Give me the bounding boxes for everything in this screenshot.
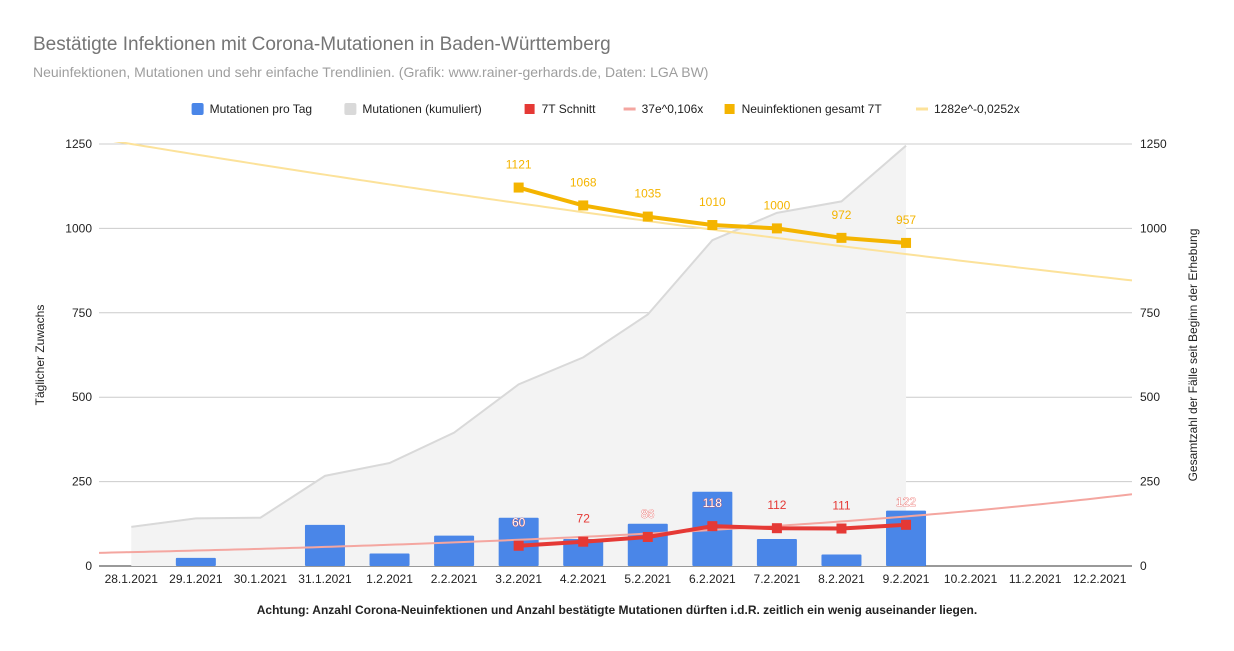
data-label: 1068 (570, 175, 597, 189)
y-tick-left: 1000 (65, 221, 92, 235)
bar (563, 538, 604, 566)
x-tick-label: 7.2.2021 (754, 572, 801, 586)
x-tick-label: 4.2.2021 (560, 572, 607, 586)
point-marker (578, 200, 589, 211)
x-tick-label: 28.1.2021 (105, 572, 159, 586)
y-tick-left: 0 (85, 559, 92, 573)
trendline-series (99, 493, 1132, 554)
data-label: 1121 (506, 158, 532, 172)
legend-swatch (344, 103, 357, 115)
data-label: 112 (767, 498, 786, 512)
area-fill (131, 145, 907, 566)
data-label: 111 (832, 499, 851, 513)
legend: Mutationen pro Tag Mutationen (kumuliert)… (191, 102, 1020, 116)
point-marker (901, 237, 912, 248)
chart-annotation: Achtung: Anzahl Corona-Neuinfektionen un… (257, 603, 977, 617)
line-series: 1121 1068 1035 1010 1000 972 957 (506, 158, 916, 248)
bar (175, 557, 216, 566)
point-marker (771, 523, 782, 534)
legend-label: Mutationen pro Tag (210, 102, 313, 116)
x-tick-label: 8.2.2021 (818, 572, 865, 586)
data-label: 86 (641, 507, 655, 521)
y-tick-right: 250 (1140, 475, 1160, 489)
point-marker (513, 182, 524, 193)
point-marker (642, 211, 653, 222)
bar (821, 554, 862, 566)
point-marker (836, 232, 847, 243)
legend-label: Neuinfektionen gesamt 7T (742, 102, 883, 116)
point-marker (707, 521, 718, 532)
x-tick-label: 29.1.2021 (169, 572, 223, 586)
data-label: 957 (896, 213, 916, 227)
legend-label: Mutationen (kumuliert) (362, 102, 481, 116)
legend-label: 37e^0,106x (642, 102, 704, 116)
point-marker (707, 220, 718, 231)
x-tick-label: 10.2.2021 (944, 572, 998, 586)
point-marker (901, 519, 912, 530)
y-tick-left: 1250 (65, 137, 92, 151)
x-tick-label: 12.2.2021 (1073, 572, 1127, 586)
bar (434, 535, 475, 566)
point-marker (642, 531, 653, 542)
trendline-series (113, 142, 1132, 282)
point-marker (836, 523, 847, 534)
legend-label: 1282e^-0,0252x (934, 102, 1020, 116)
point-marker (513, 540, 524, 551)
area-line (131, 144, 907, 528)
y-tick-left: 500 (72, 390, 92, 404)
legend-swatch (524, 104, 535, 114)
y-axis-title-right: Gesamtzahl der Fälle seit Beginn der Erh… (1186, 229, 1200, 482)
bar (369, 553, 410, 566)
trendline (99, 493, 1132, 554)
legend-swatch (191, 103, 204, 115)
legend-swatch (724, 104, 735, 114)
legend-label: 7T Schnitt (542, 102, 596, 116)
point-marker (771, 223, 782, 234)
x-tick-label: 9.2.2021 (883, 572, 930, 586)
data-label: 60 (512, 516, 526, 530)
line-series: 60 72 86 118 112 111 122 (512, 495, 917, 551)
x-tick-label: 6.2.2021 (689, 572, 736, 586)
y-tick-right: 500 (1140, 390, 1160, 404)
y-tick-right: 1250 (1140, 137, 1167, 151)
bar (756, 538, 797, 566)
bar (304, 524, 345, 566)
x-tick-label: 2.2.2021 (431, 572, 478, 586)
y-tick-right: 750 (1140, 306, 1160, 320)
y-tick-right: 0 (1140, 559, 1147, 573)
trendline (113, 142, 1132, 282)
point-marker (578, 536, 589, 547)
y-tick-left: 250 (72, 475, 92, 489)
data-label: 118 (703, 496, 722, 510)
y-tick-left: 750 (72, 306, 92, 320)
area-series-cumulative (131, 144, 907, 566)
chart-title: Bestätigte Infektionen mit Corona-Mutati… (33, 34, 611, 55)
data-label: 72 (577, 512, 591, 526)
data-label: 972 (831, 208, 851, 222)
y-axis-title-left: Täglicher Zuwachs (33, 305, 47, 406)
chart-subtitle: Neuinfektionen, Mutationen und sehr einf… (33, 64, 709, 80)
data-label: 1035 (634, 187, 661, 201)
x-tick-label: 30.1.2021 (234, 572, 288, 586)
x-tick-label: 11.2.2021 (1009, 572, 1062, 586)
bar (886, 510, 927, 566)
bar (627, 523, 668, 566)
y-tick-right: 1000 (1140, 221, 1167, 235)
data-label: 1010 (699, 195, 726, 209)
x-tick-label: 1.2.2021 (366, 572, 413, 586)
data-label: 122 (896, 495, 916, 509)
x-tick-label: 5.2.2021 (624, 572, 671, 586)
x-tick-label: 31.1.2021 (298, 572, 352, 586)
data-label: 1000 (764, 198, 791, 212)
x-tick-label: 3.2.2021 (495, 572, 542, 586)
